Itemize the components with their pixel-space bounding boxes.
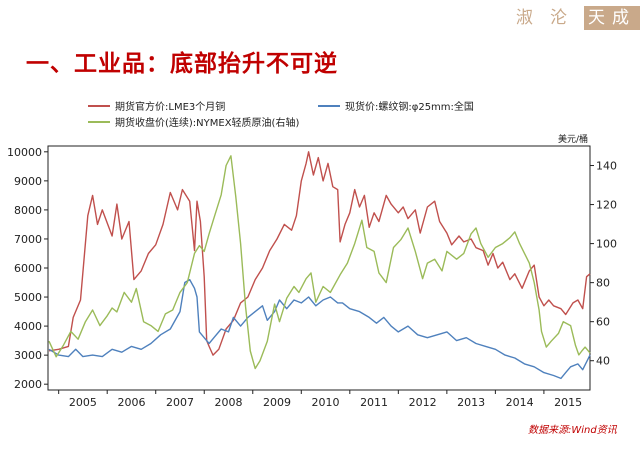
legend-label-0: 期货官方价:LME3个月铜 bbox=[115, 100, 225, 113]
right-tick-label: 100 bbox=[596, 238, 617, 251]
x-tick-label: 2005 bbox=[69, 396, 97, 409]
x-tick-label: 2009 bbox=[263, 396, 291, 409]
x-tick-label: 2007 bbox=[166, 396, 194, 409]
left-tick-label: 5000 bbox=[14, 291, 42, 304]
left-tick-label: 6000 bbox=[14, 262, 42, 275]
x-tick-label: 2006 bbox=[117, 396, 145, 409]
left-tick-label: 3000 bbox=[14, 349, 42, 362]
logo-text-a: 淑 bbox=[516, 8, 533, 28]
x-tick-label: 2013 bbox=[457, 396, 485, 409]
left-tick-label: 7000 bbox=[14, 233, 42, 246]
left-tick-label: 9000 bbox=[14, 175, 42, 188]
left-tick-label: 4000 bbox=[14, 320, 42, 333]
logo-text-d: 成 bbox=[612, 8, 629, 28]
right-tick-label: 60 bbox=[596, 316, 610, 329]
x-tick-label: 2014 bbox=[506, 396, 534, 409]
right-tick-label: 40 bbox=[596, 355, 610, 368]
left-tick-label: 8000 bbox=[14, 204, 42, 217]
data-source-note: 数据来源:Wind资讯 bbox=[528, 425, 617, 436]
legend-label-2: 期货收盘价(连续):NYMEX轻质原油(右轴) bbox=[115, 116, 299, 129]
x-tick-label: 2011 bbox=[360, 396, 388, 409]
series-line-1 bbox=[48, 278, 591, 380]
x-tick-label: 2015 bbox=[554, 396, 582, 409]
chart-legend: 期货官方价:LME3个月铜 现货价:螺纹钢:φ25mm:全国期货收盘价(连续):N… bbox=[88, 100, 474, 129]
left-tick-label: 2000 bbox=[14, 378, 42, 391]
chart-plot-area bbox=[48, 151, 591, 380]
logo-text-c: 天 bbox=[588, 8, 605, 28]
chart-axes: 2000 3000 4000 5000 6000 7000 8000 9000 10000 40 6… bbox=[7, 133, 617, 409]
right-tick-label: 120 bbox=[596, 199, 617, 212]
x-tick-label: 2010 bbox=[312, 396, 340, 409]
page-title: 一、工业品：底部抬升不可逆 bbox=[26, 51, 338, 77]
series-line-2 bbox=[48, 155, 591, 370]
left-tick-label: 10000 bbox=[7, 146, 42, 159]
x-tick-label: 2008 bbox=[215, 396, 243, 409]
right-tick-label: 140 bbox=[596, 160, 617, 173]
logo-box bbox=[584, 6, 640, 30]
plot-frame bbox=[47, 145, 591, 391]
right-tick-label: 80 bbox=[596, 277, 610, 290]
legend-label-1: 现货价:螺纹钢:φ25mm:全国 bbox=[345, 100, 474, 113]
x-tick-label: 2012 bbox=[409, 396, 437, 409]
logo-text-b: 沦 bbox=[550, 8, 567, 28]
series-line-0 bbox=[48, 151, 591, 356]
price-chart: 期货官方价:LME3个月铜 现货价:螺纹钢:φ25mm:全国期货收盘价(连续):N… bbox=[7, 100, 617, 409]
right-axis-unit: 美元/桶 bbox=[558, 133, 588, 145]
company-logo: 淑 沦 天 成 bbox=[510, 2, 640, 34]
